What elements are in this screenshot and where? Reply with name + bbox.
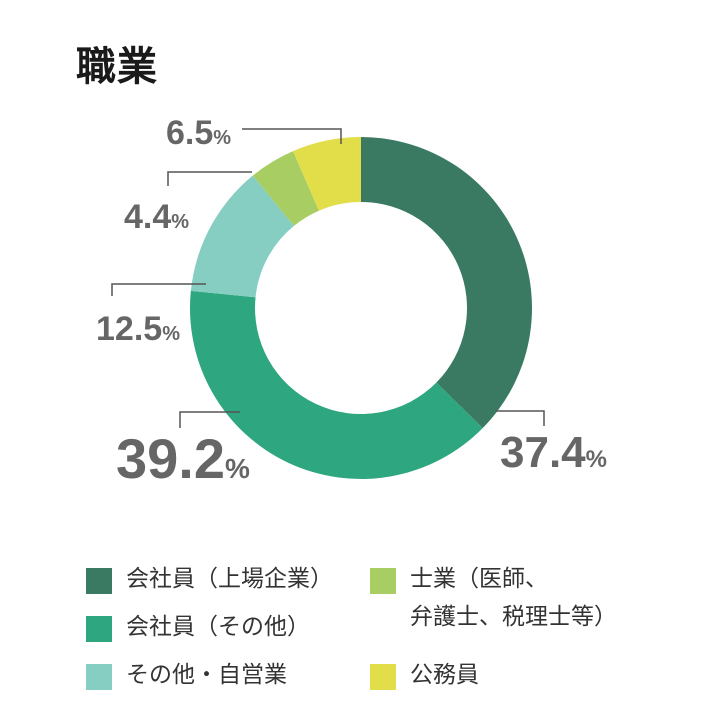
legend-item-self-employed: その他・自営業 bbox=[86, 662, 287, 694]
legend-label: 会社員（その他） bbox=[126, 614, 310, 640]
legend-item-other-company: 会社員（その他） bbox=[86, 614, 310, 646]
slice-other-company bbox=[189, 290, 483, 479]
pct-label-listed-company: 37.4% bbox=[500, 428, 607, 477]
legend-item-civil-servant: 公務員 bbox=[370, 662, 479, 694]
slice-civil-servant bbox=[293, 137, 361, 211]
legend-item-professional: 士業（医師、 弁護士、税理士等） bbox=[370, 566, 617, 636]
slice-self-employed bbox=[190, 175, 294, 298]
leader-line-other-company bbox=[179, 411, 240, 428]
legend-label: その他・自営業 bbox=[126, 662, 287, 688]
legend-swatch bbox=[86, 664, 112, 690]
pct-label-self-employed: 12.5% bbox=[96, 310, 180, 348]
legend-label: 士業（医師、 弁護士、税理士等） bbox=[410, 566, 617, 630]
legend-label: 会社員（上場企業） bbox=[126, 566, 333, 592]
legend-swatch bbox=[86, 616, 112, 642]
legend-swatch bbox=[370, 664, 396, 690]
legend-label: 公務員 bbox=[410, 662, 479, 688]
pct-label-other-company: 39.2% bbox=[116, 427, 250, 490]
legend-swatch bbox=[370, 568, 396, 594]
legend-item-listed-company: 会社員（上場企業） bbox=[86, 566, 333, 598]
leader-line-self-employed bbox=[111, 283, 206, 296]
legend-swatch bbox=[86, 568, 112, 594]
leader-line-professional bbox=[167, 171, 252, 186]
slice-professional bbox=[252, 151, 319, 226]
chart-title: 職業 bbox=[76, 44, 158, 90]
leader-line-civil-servant bbox=[242, 128, 342, 144]
pct-label-professional: 4.4% bbox=[124, 198, 189, 236]
leader-line-listed-company bbox=[496, 410, 545, 426]
slice-listed-company bbox=[361, 137, 532, 429]
pct-label-civil-servant: 6.5% bbox=[166, 114, 231, 152]
